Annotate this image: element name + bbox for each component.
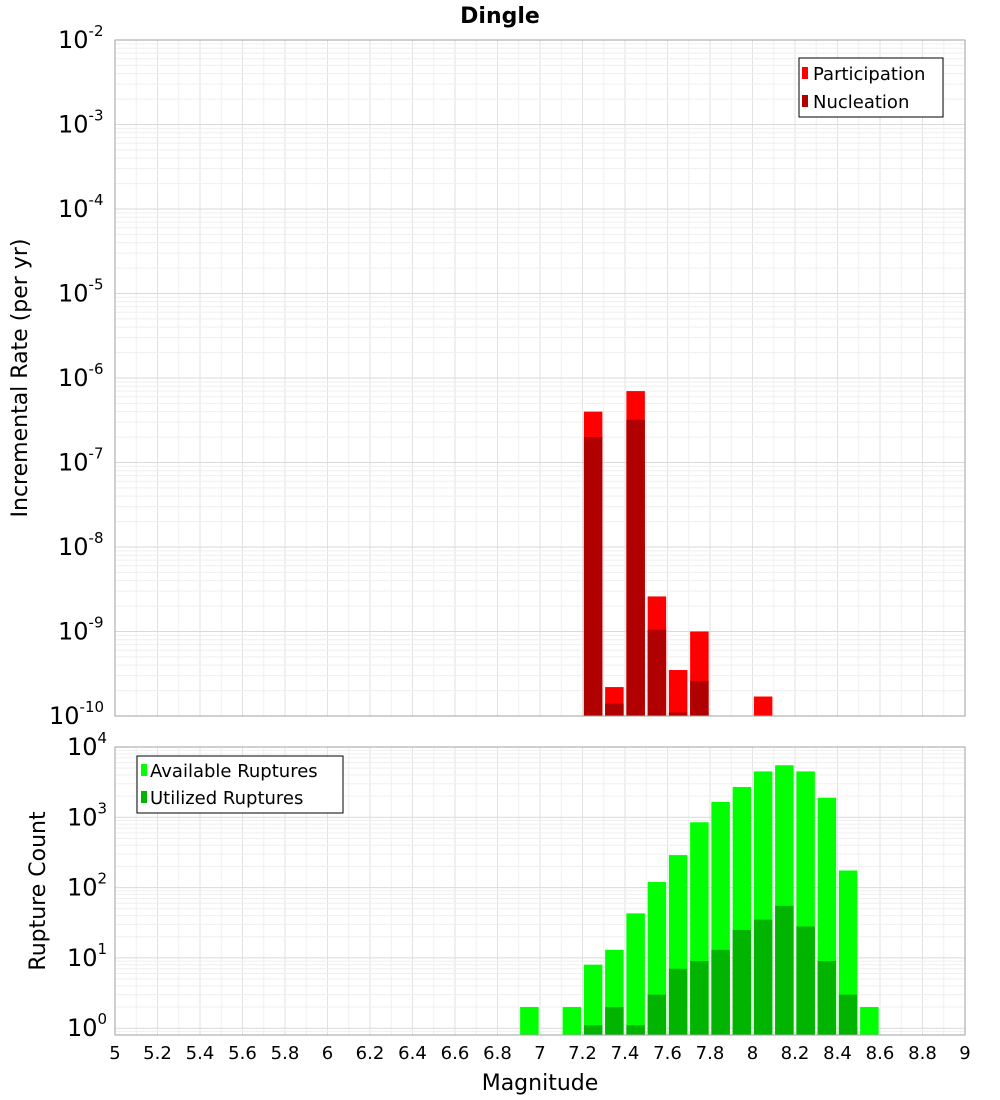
bar-participation (753, 696, 773, 716)
y-tick-label: 10-2 (58, 22, 104, 54)
y-tick-label: 104 (67, 729, 107, 761)
x-tick-label: 6.8 (483, 1043, 512, 1064)
top-bars (583, 391, 773, 716)
x-tick-label: 6.6 (441, 1043, 470, 1064)
y-tick-label: 10-4 (58, 191, 104, 223)
bar-utilized-ruptures (690, 961, 709, 1035)
chart-title: Dingle (460, 4, 540, 29)
bar-nucleation (690, 680, 709, 716)
bar-available-ruptures (838, 870, 858, 1035)
x-tick-label: 7.4 (611, 1043, 640, 1064)
x-tick-label: 7.6 (653, 1043, 682, 1064)
x-tick-label: 7.2 (568, 1043, 597, 1064)
bar-utilized-ruptures (838, 994, 858, 1035)
y-tick-label: 10-8 (58, 529, 104, 561)
y-tick-label: 102 (67, 870, 107, 902)
bar-available-ruptures (562, 1007, 582, 1035)
x-tick-label: 8.4 (823, 1043, 852, 1064)
legend-label-nucleation: Nucleation (813, 92, 909, 113)
bar-nucleation (647, 629, 667, 716)
x-tick-label: 6.2 (356, 1043, 385, 1064)
legend-label-available: Available Ruptures (150, 761, 318, 782)
x-tick-label: 5.8 (271, 1043, 300, 1064)
x-tick-label: 6 (322, 1043, 333, 1064)
bottom-y-axis-label: Rupture Count (26, 811, 51, 971)
y-tick-label: 10-6 (58, 360, 104, 392)
top-y-axis-label: Incremental Rate (per yr) (8, 239, 33, 518)
bar-utilized-ruptures (605, 1007, 624, 1035)
bar-nucleation (626, 419, 645, 716)
y-tick-label: 10-3 (58, 107, 104, 139)
x-tick-label: 7 (534, 1043, 545, 1064)
y-tick-label: 10-7 (58, 445, 104, 477)
bottom-panel: 100 101 102 103 104 5 5.2 5.4 5.6 5.8 6 6.2 6.4 6.6 6… (26, 729, 971, 1096)
top-legend-box (798, 57, 944, 118)
y-tick-label: 101 (67, 940, 107, 972)
top-y-ticks: 10-10 10-9 10-8 10-7 10-6 10-5 10-4 10-3 10-2 (49, 22, 104, 730)
top-panel: 10-10 10-9 10-8 10-7 10-6 10-5 10-4 10-3 10-2 In… (8, 22, 966, 730)
legend-label-participation: Participation (813, 64, 925, 85)
bar-utilized-ruptures (753, 919, 773, 1035)
y-tick-label: 10-10 (49, 698, 104, 730)
bottom-legend-box (136, 755, 344, 814)
bottom-legend: Available Ruptures Utilized Ruptures (136, 755, 344, 814)
x-tick-label: 9 (959, 1043, 970, 1064)
bar-nucleation (668, 712, 688, 716)
x-tick-label: 8.2 (781, 1043, 810, 1064)
bar-utilized-ruptures (817, 961, 837, 1035)
top-plot-frame (114, 39, 966, 717)
x-tick-label: 8.6 (866, 1043, 895, 1064)
bar-available-ruptures (860, 1007, 879, 1035)
y-tick-label: 10-9 (58, 614, 104, 646)
x-tick-label: 8 (747, 1043, 758, 1064)
bar-available-ruptures (583, 964, 603, 1035)
bar-utilized-ruptures (626, 1025, 645, 1035)
bottom-x-ticks: 5 5.2 5.4 5.6 5.8 6 6.2 6.4 6.6 6.8 7 7.2 7.4 7.6 7.8 8… (109, 1043, 970, 1064)
x-tick-label: 5.2 (143, 1043, 172, 1064)
bar-utilized-ruptures (796, 926, 815, 1035)
bottom-plot-frame (114, 746, 966, 1036)
bar-nucleation (605, 703, 624, 716)
bar-available-ruptures (520, 1007, 539, 1035)
bar-nucleation (583, 437, 603, 716)
x-tick-label: 5.4 (186, 1043, 215, 1064)
y-tick-label: 10-5 (58, 276, 104, 308)
top-legend: Participation Nucleation (798, 57, 944, 118)
x-tick-label: 7.8 (696, 1043, 725, 1064)
x-tick-label: 5.6 (228, 1043, 257, 1064)
x-axis-label: Magnitude (482, 1071, 599, 1096)
top-grid (114, 39, 966, 717)
bar-utilized-ruptures (647, 994, 667, 1035)
y-tick-label: 103 (67, 799, 107, 831)
bar-participation (668, 670, 688, 716)
x-tick-label: 8.8 (908, 1043, 937, 1064)
bottom-bars (520, 765, 879, 1035)
legend-swatch-participation (802, 67, 808, 79)
bar-utilized-ruptures (711, 949, 730, 1035)
bottom-y-ticks: 100 101 102 103 104 (67, 729, 107, 1042)
y-tick-label: 100 (67, 1010, 107, 1042)
legend-label-utilized: Utilized Ruptures (150, 788, 303, 809)
bar-available-ruptures (626, 913, 645, 1035)
bar-utilized-ruptures (583, 1025, 603, 1035)
x-tick-label: 6.4 (398, 1043, 427, 1064)
legend-swatch-available (141, 764, 147, 776)
bar-utilized-ruptures (732, 929, 752, 1035)
bar-utilized-ruptures (775, 905, 794, 1035)
bar-utilized-ruptures (668, 968, 688, 1035)
legend-swatch-utilized (141, 791, 147, 803)
x-tick-label: 5 (109, 1043, 120, 1064)
legend-swatch-nucleation (802, 95, 808, 107)
